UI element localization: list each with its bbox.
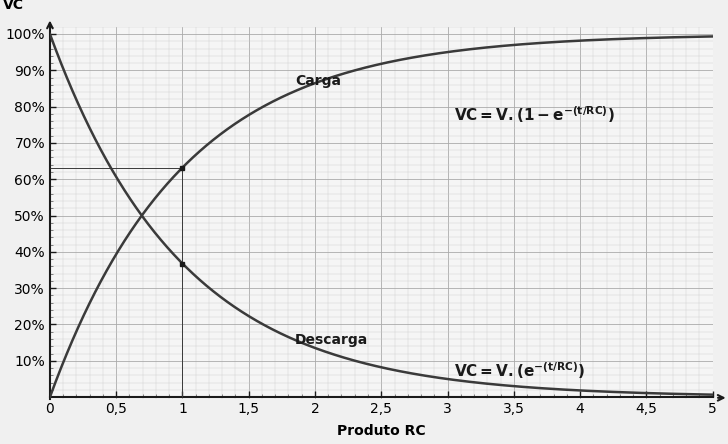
Text: Carga: Carga [295,74,341,88]
Text: $\mathbf{VC=V.(e^{-(t/RC)})}$: $\mathbf{VC=V.(e^{-(t/RC)})}$ [454,361,586,381]
Text: $\mathbf{VC=V.(1-e^{-(t/RC)})}$: $\mathbf{VC=V.(1-e^{-(t/RC)})}$ [454,104,615,125]
Text: Descarga: Descarga [295,333,368,348]
X-axis label: Produto RC: Produto RC [337,424,426,438]
Y-axis label: VC: VC [3,0,24,12]
